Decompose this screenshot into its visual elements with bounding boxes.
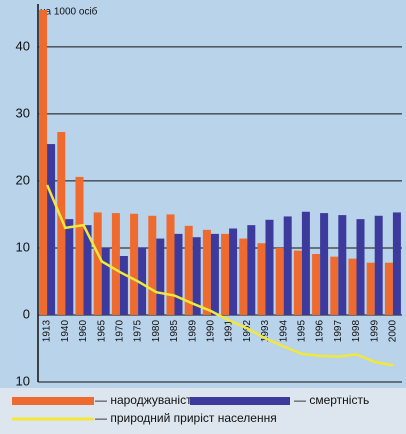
bar — [283, 216, 292, 315]
x-tick-label: 1991 — [224, 320, 235, 343]
legend-label: — смертність — [294, 393, 369, 407]
y-tick-label: 10 — [16, 239, 30, 254]
line — [45, 184, 394, 367]
bar — [239, 238, 248, 315]
bar — [130, 213, 139, 315]
legend-label: — народжуваність — [95, 393, 198, 407]
bar — [83, 225, 92, 315]
bar — [293, 250, 302, 315]
bar — [39, 10, 48, 315]
bar — [75, 176, 84, 315]
bar — [392, 212, 401, 315]
bar — [93, 212, 102, 315]
x-tick-label: 1997 — [333, 320, 344, 343]
bar — [257, 243, 266, 315]
y-tick-label: 0 — [23, 306, 30, 321]
bar — [338, 215, 347, 315]
bar — [166, 214, 175, 315]
legend-label: — природний приріст населення — [95, 411, 277, 425]
x-tick-label: 1998 — [351, 320, 362, 343]
x-tick-label: 1970 — [115, 320, 126, 343]
bar — [330, 256, 339, 315]
bar — [210, 233, 219, 315]
x-tick-label: 1996 — [315, 320, 326, 343]
legend-background — [0, 388, 406, 434]
bar — [356, 219, 365, 315]
x-tick-label: 1990 — [206, 320, 217, 343]
bar — [174, 233, 183, 315]
bar — [374, 215, 383, 315]
legend-swatch — [190, 397, 290, 405]
x-tick-label: 1993 — [260, 320, 271, 343]
bar — [320, 213, 329, 315]
x-tick-label: 1999 — [369, 320, 380, 343]
x-tick-label: 1965 — [96, 320, 107, 343]
x-tick-label: 1985 — [169, 320, 180, 343]
bar — [148, 215, 157, 315]
x-tick-label: 1960 — [78, 320, 89, 343]
bar — [202, 229, 211, 315]
bar — [366, 262, 375, 315]
bar — [312, 253, 321, 315]
bar — [156, 238, 165, 315]
x-tick-label: 1994 — [278, 320, 289, 343]
bar — [348, 258, 357, 315]
bar — [301, 211, 310, 315]
y-tick-label: 20 — [16, 172, 30, 187]
x-tick-label: 1989 — [187, 320, 198, 343]
y-tick-label: 10 — [16, 373, 30, 388]
x-tick-label: 1975 — [133, 320, 144, 343]
x-tick-label: 1980 — [151, 320, 162, 343]
bar — [184, 225, 193, 315]
x-tick-label: 1992 — [242, 320, 253, 343]
bar — [138, 247, 147, 315]
unit-label: на 1000 осіб — [40, 6, 98, 18]
bar — [47, 144, 56, 315]
x-tick-label: 2000 — [388, 320, 399, 343]
legend-swatch — [12, 397, 94, 405]
bar — [119, 255, 128, 315]
x-tick-label: 1940 — [60, 320, 71, 343]
bar — [247, 225, 256, 315]
y-tick-label: 40 — [16, 38, 30, 53]
bar — [265, 219, 274, 315]
bar — [275, 247, 284, 315]
bar — [229, 228, 238, 315]
bar — [57, 131, 66, 315]
bar — [192, 237, 201, 315]
bar — [101, 247, 110, 315]
bar — [384, 262, 393, 315]
bar — [111, 213, 120, 315]
bar — [65, 219, 74, 315]
bar — [221, 233, 230, 315]
x-tick-label: 1913 — [42, 320, 53, 343]
y-tick-label: 30 — [16, 105, 30, 120]
x-tick-label: 1995 — [297, 320, 308, 343]
